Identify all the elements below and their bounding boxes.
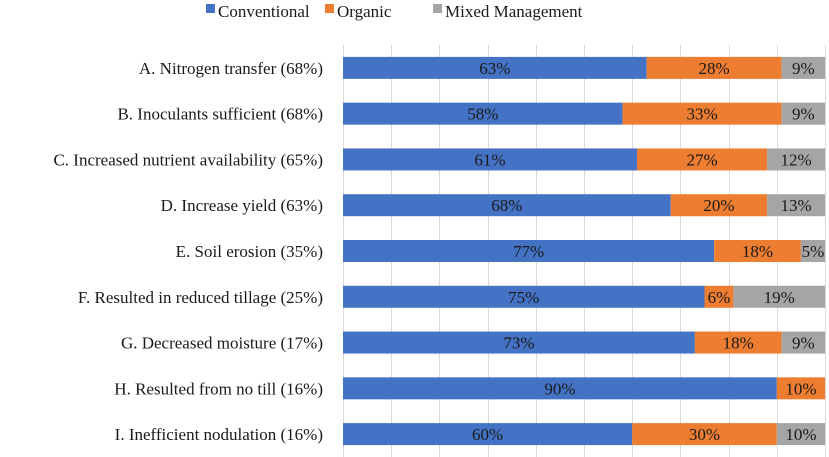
bar-conventional	[343, 240, 715, 262]
category-labels: A. Nitrogen transfer (68%) B. Inoculants …	[53, 59, 323, 444]
data-label-organic: 30%	[689, 425, 720, 444]
data-label-organic: 6%	[708, 288, 731, 307]
bar-organic	[714, 240, 801, 262]
bar-mixed-management	[781, 56, 825, 79]
bar-mixed-management	[767, 148, 825, 171]
bar-mixed-management	[767, 194, 825, 217]
value-labels: 63% 28% 9% 58% 33% 9% 61% 27% 12% 68% 20% 13% 77% 18%…	[467, 59, 824, 444]
data-label-mixed-management: 9%	[792, 334, 815, 353]
category-label: A. Nitrogen transfer (68%)	[139, 59, 323, 78]
legend-swatch-organic	[325, 4, 334, 13]
bar-organic	[694, 331, 782, 354]
data-label-conventional: 77%	[513, 242, 544, 261]
bar-mixed-management	[800, 240, 825, 262]
category-label: E. Soil erosion (35%)	[176, 242, 323, 261]
legend: Conventional Organic Mixed Management	[206, 2, 583, 21]
data-label-conventional: 61%	[474, 150, 505, 169]
bar-conventional	[343, 56, 647, 79]
data-label-conventional: 60%	[472, 425, 503, 444]
data-label-mixed-management: 19%	[764, 288, 795, 307]
bar-organic	[637, 148, 768, 171]
data-label-organic: 18%	[742, 242, 773, 261]
data-label-mixed-management: 9%	[792, 105, 815, 124]
bar-conventional	[343, 423, 633, 446]
data-label-organic: 28%	[699, 59, 730, 78]
category-label: G. Decreased moisture (17%)	[121, 334, 323, 353]
legend-label-mixed-management: Mixed Management	[445, 2, 583, 21]
bar-mixed-management	[781, 102, 825, 125]
data-label-organic: 27%	[687, 150, 718, 169]
data-label-conventional: 63%	[479, 59, 510, 78]
legend-swatch-mixed-management	[433, 4, 442, 13]
bar-organic	[670, 194, 768, 217]
data-label-mixed-management: 5%	[802, 242, 825, 261]
category-label: C. Increased nutrient availability (65%)	[53, 150, 323, 169]
bar-mixed-management	[781, 331, 825, 354]
bar-conventional	[343, 102, 623, 125]
bar-mixed-management	[733, 285, 825, 308]
data-label-organic: 18%	[723, 334, 754, 353]
data-label-conventional: 73%	[503, 334, 534, 353]
data-label-organic: 10%	[785, 379, 816, 398]
data-label-mixed-management: 12%	[780, 150, 811, 169]
data-label-conventional: 68%	[491, 196, 522, 215]
bar-mixed-management	[776, 423, 825, 446]
bar-organic	[646, 56, 782, 79]
bar-conventional	[343, 377, 777, 400]
category-label: F. Resulted in reduced tillage (25%)	[78, 288, 323, 307]
bar-organic	[704, 285, 734, 308]
data-label-conventional: 58%	[467, 105, 498, 124]
legend-swatch-conventional	[206, 4, 215, 13]
bar-conventional	[343, 194, 671, 217]
data-label-organic: 20%	[703, 196, 734, 215]
legend-label-conventional: Conventional	[218, 2, 310, 21]
bar-organic	[632, 423, 777, 446]
data-label-mixed-management: 13%	[780, 196, 811, 215]
bar-conventional	[343, 331, 695, 354]
data-label-conventional: 90%	[544, 379, 575, 398]
category-label: H. Resulted from no till (16%)	[114, 379, 323, 398]
data-label-mixed-management: 10%	[785, 425, 816, 444]
bar-organic	[776, 377, 825, 400]
bars	[343, 56, 825, 446]
bar-conventional	[343, 148, 638, 171]
data-label-mixed-management: 9%	[792, 59, 815, 78]
category-label: I. Inefficient nodulation (16%)	[115, 425, 323, 444]
bar-conventional	[343, 285, 705, 308]
data-label-organic: 33%	[687, 105, 718, 124]
data-label-conventional: 75%	[508, 288, 539, 307]
legend-label-organic: Organic	[337, 2, 392, 21]
bar-organic	[622, 102, 782, 125]
category-label: D. Increase yield (63%)	[161, 196, 323, 215]
category-label: B. Inoculants sufficient (68%)	[117, 105, 323, 124]
